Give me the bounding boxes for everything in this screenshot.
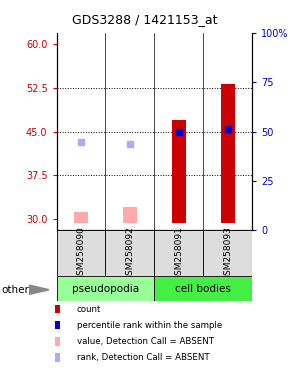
Bar	[57, 230, 106, 276]
Text: GSM258091: GSM258091	[174, 226, 183, 281]
Text: GSM258093: GSM258093	[223, 226, 232, 281]
Text: value, Detection Call = ABSENT: value, Detection Call = ABSENT	[77, 337, 214, 346]
Text: percentile rank within the sample: percentile rank within the sample	[77, 321, 222, 330]
Text: GSM258090: GSM258090	[77, 226, 86, 281]
Polygon shape	[29, 285, 49, 295]
Text: count: count	[77, 305, 101, 314]
Text: GSM258092: GSM258092	[126, 226, 135, 281]
Bar	[123, 207, 137, 223]
Bar	[57, 276, 154, 301]
Point	[79, 139, 83, 145]
Point	[128, 141, 132, 147]
Bar	[74, 212, 88, 223]
Point	[226, 126, 230, 132]
Text: pseudopodia: pseudopodia	[72, 284, 139, 294]
Bar	[203, 230, 252, 276]
Text: cell bodies: cell bodies	[175, 284, 231, 294]
Bar	[172, 120, 186, 223]
Bar	[154, 276, 252, 301]
Text: rank, Detection Call = ABSENT: rank, Detection Call = ABSENT	[77, 353, 209, 362]
Bar	[221, 84, 235, 223]
Bar	[106, 230, 154, 276]
Point	[177, 128, 181, 135]
Bar	[154, 230, 203, 276]
Text: GDS3288 / 1421153_at: GDS3288 / 1421153_at	[72, 13, 218, 26]
Text: other: other	[1, 285, 29, 295]
